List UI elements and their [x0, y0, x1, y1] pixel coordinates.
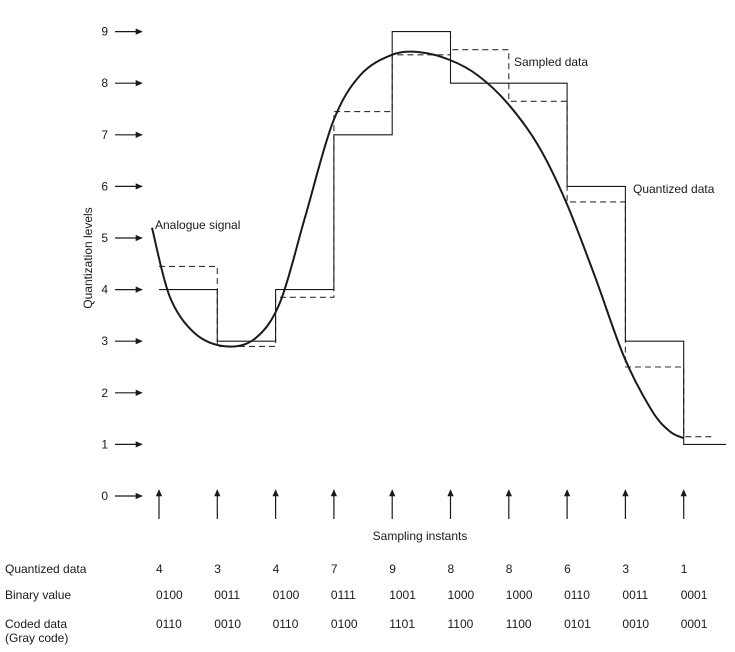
table-cell: 0001	[681, 588, 708, 602]
table-cell: 0010	[622, 617, 649, 631]
analogue-signal-curve	[151, 50, 685, 440]
level-label: 0	[101, 489, 108, 503]
sampled-data-label: Sampled data	[514, 55, 588, 69]
quantized-data-series	[159, 31, 726, 445]
table-cell: 1100	[506, 617, 532, 631]
table-cell: 7	[331, 562, 338, 576]
table-cell: 8	[506, 562, 513, 576]
table-cell: 0110	[564, 588, 590, 602]
table-cell: 0101	[564, 617, 591, 631]
level-label: 7	[101, 128, 108, 142]
analogue-signal-series	[151, 50, 685, 440]
table-cell: 6	[564, 562, 571, 576]
table-cell: 0010	[214, 617, 241, 631]
level-label: 1	[101, 437, 108, 451]
table-cell: 1	[681, 562, 688, 576]
table-cell: 0011	[622, 588, 648, 602]
y-axis-label: Quantization levels	[81, 207, 95, 308]
level-label: 6	[101, 179, 108, 193]
level-label: 9	[101, 25, 108, 39]
table-cell: 1101	[389, 617, 415, 631]
table-cell: 1001	[389, 588, 416, 602]
table-row-sublabel: (Gray code)	[5, 631, 68, 645]
table-cell: 1000	[448, 588, 475, 602]
table-cell: 0100	[273, 588, 300, 602]
table-cell: 0111	[331, 588, 356, 602]
sampled-data-line	[159, 49, 714, 438]
table-cell: 3	[214, 562, 221, 576]
table-cell: 0100	[156, 588, 183, 602]
quantized-data-line	[159, 31, 726, 445]
level-label: 3	[101, 334, 108, 348]
level-label: 4	[101, 283, 108, 297]
table-row-label: Coded data	[5, 617, 67, 631]
table-cell: 3	[622, 562, 629, 576]
level-label: 5	[101, 231, 108, 245]
table-row-label: Quantized data	[5, 562, 87, 576]
coding-table: Quantized data 4 3 4 7 9 8 8 6 3 1 Binary value 0100…	[5, 562, 708, 645]
analogue-signal-label: Analogue signal	[155, 218, 240, 232]
table-cell: 4	[156, 562, 163, 576]
table-cell: 9	[389, 562, 396, 576]
table-cell: 0100	[331, 617, 358, 631]
table-cell: 4	[273, 562, 280, 576]
table-cell: 1000	[506, 588, 533, 602]
table-cell: 8	[448, 562, 455, 576]
quantized-data-label: Quantized data	[633, 182, 715, 196]
level-label: 2	[101, 386, 108, 400]
table-cell: 0001	[681, 617, 708, 631]
x-axis-label: Sampling instants	[373, 529, 468, 543]
sampled-data-series	[159, 49, 714, 438]
table-cell: 0011	[214, 588, 240, 602]
table-cell: 0110	[273, 617, 299, 631]
sampling-instant-arrows	[155, 489, 687, 519]
table-cell: 1100	[448, 617, 474, 631]
level-label: 8	[101, 76, 108, 90]
table-cell: 0110	[156, 617, 182, 631]
quantization-level-axis: 0 1 2 3 4 5 6 7 8 9	[101, 25, 143, 503]
table-row-label: Binary value	[5, 588, 71, 602]
